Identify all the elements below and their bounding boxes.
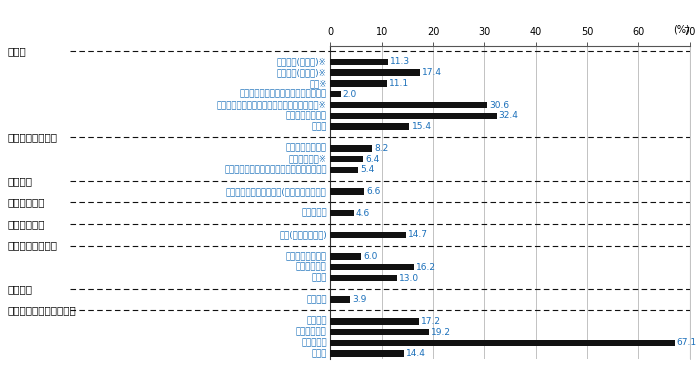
Text: 8.2: 8.2 bbox=[374, 144, 388, 153]
Bar bbox=[330, 188, 364, 195]
Text: 2.0: 2.0 bbox=[343, 90, 357, 99]
Bar bbox=[330, 70, 420, 76]
Text: 17.4: 17.4 bbox=[421, 68, 442, 77]
Text: 国会議員(参議院)※: 国会議員(参議院)※ bbox=[277, 68, 327, 77]
Text: 【農林水産】: 【農林水産】 bbox=[7, 197, 45, 207]
Text: 67.1: 67.1 bbox=[677, 338, 696, 347]
Text: 17.2: 17.2 bbox=[421, 317, 441, 326]
Text: 11.3: 11.3 bbox=[391, 57, 410, 66]
Bar bbox=[330, 112, 496, 119]
Bar bbox=[330, 275, 397, 281]
Text: 大臣※: 大臣※ bbox=[309, 79, 327, 88]
Text: 32.4: 32.4 bbox=[498, 111, 519, 120]
Bar bbox=[330, 102, 487, 108]
Text: 国家公務員採用者（１種試験等事務系区分）※: 国家公務員採用者（１種試験等事務系区分）※ bbox=[217, 101, 327, 109]
Bar bbox=[330, 167, 358, 173]
Text: 6.4: 6.4 bbox=[365, 155, 379, 164]
Text: 弁護士: 弁護士 bbox=[312, 349, 327, 358]
Text: 高等学校教頭以上: 高等学校教頭以上 bbox=[286, 252, 327, 261]
Text: 農業委員＊: 農業委員＊ bbox=[301, 209, 327, 218]
Text: 30.6: 30.6 bbox=[489, 101, 510, 109]
Text: 【地域】: 【地域】 bbox=[7, 284, 32, 294]
Bar bbox=[330, 253, 361, 260]
Text: 【メディア】: 【メディア】 bbox=[7, 219, 45, 229]
Text: 薬剤師＊＊: 薬剤師＊＊ bbox=[301, 338, 327, 347]
Text: 都道府県知事※: 都道府県知事※ bbox=[289, 155, 327, 164]
Text: 国の審議会等委員: 国の審議会等委員 bbox=[286, 111, 327, 120]
Text: 都道府県における本庁課長相当職以上の職員: 都道府県における本庁課長相当職以上の職員 bbox=[224, 165, 327, 174]
Text: 14.7: 14.7 bbox=[408, 230, 428, 239]
Text: 大学講師以上: 大学講師以上 bbox=[296, 263, 327, 272]
Text: 【国】: 【国】 bbox=[7, 46, 26, 56]
Text: 【教育・研究等】: 【教育・研究等】 bbox=[7, 241, 57, 250]
Text: 国会議員(衆議院)※: 国会議員(衆議院)※ bbox=[277, 57, 327, 66]
Text: 14.4: 14.4 bbox=[406, 349, 426, 358]
Text: 16.2: 16.2 bbox=[416, 263, 435, 272]
Text: 3.9: 3.9 bbox=[353, 295, 367, 304]
Bar bbox=[330, 80, 387, 87]
Bar bbox=[330, 145, 372, 152]
Text: 記者(日本新聞協会): 記者(日本新聞協会) bbox=[279, 230, 327, 239]
Text: 15.4: 15.4 bbox=[412, 122, 431, 131]
Text: 6.0: 6.0 bbox=[363, 252, 377, 261]
Bar bbox=[330, 231, 406, 238]
Text: 【地方公共団体】: 【地方公共団体】 bbox=[7, 133, 57, 142]
Bar bbox=[330, 156, 363, 162]
Bar bbox=[330, 296, 351, 303]
Bar bbox=[330, 350, 405, 357]
Text: 医師＊＊: 医師＊＊ bbox=[307, 317, 327, 326]
Text: 5.4: 5.4 bbox=[360, 165, 374, 174]
Bar bbox=[330, 91, 341, 98]
Bar bbox=[330, 329, 429, 335]
Text: 都道府県議会議員: 都道府県議会議員 bbox=[286, 144, 327, 153]
Text: 19.2: 19.2 bbox=[431, 328, 451, 337]
Text: 裁判官: 裁判官 bbox=[312, 122, 327, 131]
Text: 研究者: 研究者 bbox=[312, 274, 327, 282]
Bar bbox=[330, 210, 354, 216]
Bar bbox=[330, 59, 388, 65]
Bar bbox=[330, 124, 410, 130]
Text: 自治会長: 自治会長 bbox=[307, 295, 327, 304]
Text: (%): (%) bbox=[673, 25, 690, 35]
Bar bbox=[330, 340, 675, 346]
Text: 13.0: 13.0 bbox=[399, 274, 419, 282]
Text: 民間企業における管理職(課長相当職）＊＊: 民間企業における管理職(課長相当職）＊＊ bbox=[226, 187, 327, 196]
Text: 【その他の専門的職業】: 【その他の専門的職業】 bbox=[7, 306, 76, 315]
Text: 4.6: 4.6 bbox=[356, 209, 370, 218]
Text: 歯科医師＊＊: 歯科医師＊＊ bbox=[296, 328, 327, 337]
Text: 6.6: 6.6 bbox=[366, 187, 381, 196]
Text: 11.1: 11.1 bbox=[389, 79, 410, 88]
Text: 本省課室長相当職以上の国家公務員＊: 本省課室長相当職以上の国家公務員＊ bbox=[239, 90, 327, 99]
Bar bbox=[330, 318, 419, 325]
Text: 【企業】: 【企業】 bbox=[7, 176, 32, 186]
Bar bbox=[330, 264, 414, 271]
